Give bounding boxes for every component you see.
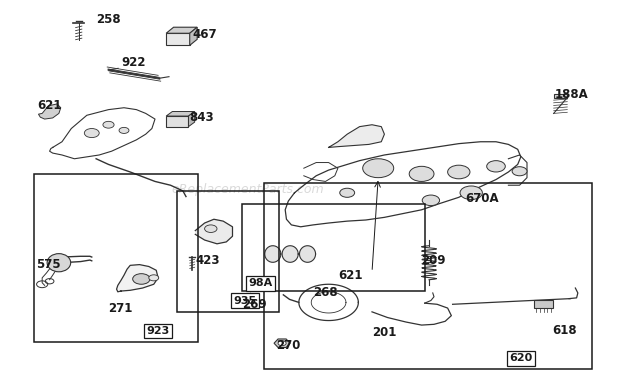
- Polygon shape: [190, 27, 197, 45]
- Polygon shape: [329, 125, 384, 147]
- Polygon shape: [166, 27, 197, 33]
- Circle shape: [487, 161, 505, 172]
- Text: eReplacementParts.com: eReplacementParts.com: [172, 183, 324, 195]
- Bar: [177, 191, 279, 312]
- Bar: [242, 204, 425, 291]
- Text: 268: 268: [313, 287, 338, 299]
- Polygon shape: [282, 246, 298, 262]
- Polygon shape: [195, 219, 232, 244]
- Circle shape: [363, 159, 394, 178]
- Circle shape: [409, 166, 434, 181]
- Bar: [534, 300, 553, 308]
- Circle shape: [448, 165, 470, 179]
- Circle shape: [119, 127, 129, 133]
- Text: 922: 922: [121, 56, 146, 69]
- Text: 98A: 98A: [248, 279, 273, 288]
- Polygon shape: [38, 104, 61, 119]
- Circle shape: [205, 225, 217, 232]
- Text: 258: 258: [96, 13, 121, 26]
- Bar: [166, 33, 190, 45]
- Text: 269: 269: [242, 298, 267, 311]
- Text: 209: 209: [422, 254, 446, 267]
- Bar: [166, 116, 188, 127]
- Text: 188A: 188A: [555, 88, 588, 101]
- Text: 621: 621: [338, 270, 363, 282]
- Text: 271: 271: [108, 302, 133, 314]
- Text: 575: 575: [36, 258, 61, 271]
- Circle shape: [278, 341, 286, 345]
- Circle shape: [84, 129, 99, 138]
- Polygon shape: [265, 246, 281, 262]
- Circle shape: [460, 186, 482, 200]
- Text: 467: 467: [192, 28, 217, 40]
- Circle shape: [133, 274, 150, 284]
- Circle shape: [103, 121, 114, 128]
- Polygon shape: [117, 265, 158, 292]
- Polygon shape: [299, 246, 316, 262]
- Text: 201: 201: [372, 326, 396, 339]
- Polygon shape: [188, 112, 195, 127]
- Text: 923: 923: [146, 326, 170, 336]
- Text: 618: 618: [552, 324, 577, 337]
- Text: 935: 935: [233, 296, 257, 305]
- Bar: [34, 174, 198, 342]
- Text: 843: 843: [189, 111, 214, 124]
- Circle shape: [340, 188, 355, 197]
- Circle shape: [149, 275, 159, 281]
- Ellipse shape: [47, 254, 71, 272]
- Polygon shape: [166, 112, 195, 116]
- Text: 621: 621: [37, 99, 62, 112]
- Circle shape: [422, 195, 440, 206]
- Text: 423: 423: [195, 254, 220, 267]
- Bar: [554, 94, 567, 98]
- Bar: [264, 183, 592, 369]
- Text: 270: 270: [276, 339, 300, 352]
- Circle shape: [512, 167, 527, 176]
- Polygon shape: [274, 339, 290, 347]
- Text: 620: 620: [509, 353, 533, 363]
- Text: 670A: 670A: [465, 192, 498, 205]
